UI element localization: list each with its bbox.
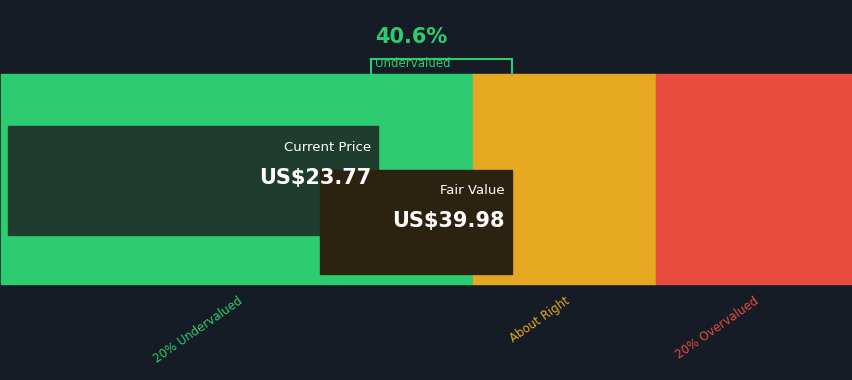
Text: US$39.98: US$39.98	[392, 211, 504, 231]
Text: Undervalued: Undervalued	[375, 57, 451, 70]
Text: 40.6%: 40.6%	[375, 27, 447, 47]
Bar	[473, 74, 655, 283]
Text: Current Price: Current Price	[284, 141, 371, 154]
Text: Fair Value: Fair Value	[440, 184, 504, 197]
Text: US$23.77: US$23.77	[259, 168, 371, 188]
Bar	[9, 126, 377, 235]
Bar	[655, 74, 850, 283]
Bar	[2, 74, 473, 283]
Text: 20% Undervalued: 20% Undervalued	[151, 294, 245, 366]
Text: 20% Overvalued: 20% Overvalued	[673, 294, 760, 361]
Bar	[320, 169, 511, 274]
Text: About Right: About Right	[507, 294, 572, 345]
